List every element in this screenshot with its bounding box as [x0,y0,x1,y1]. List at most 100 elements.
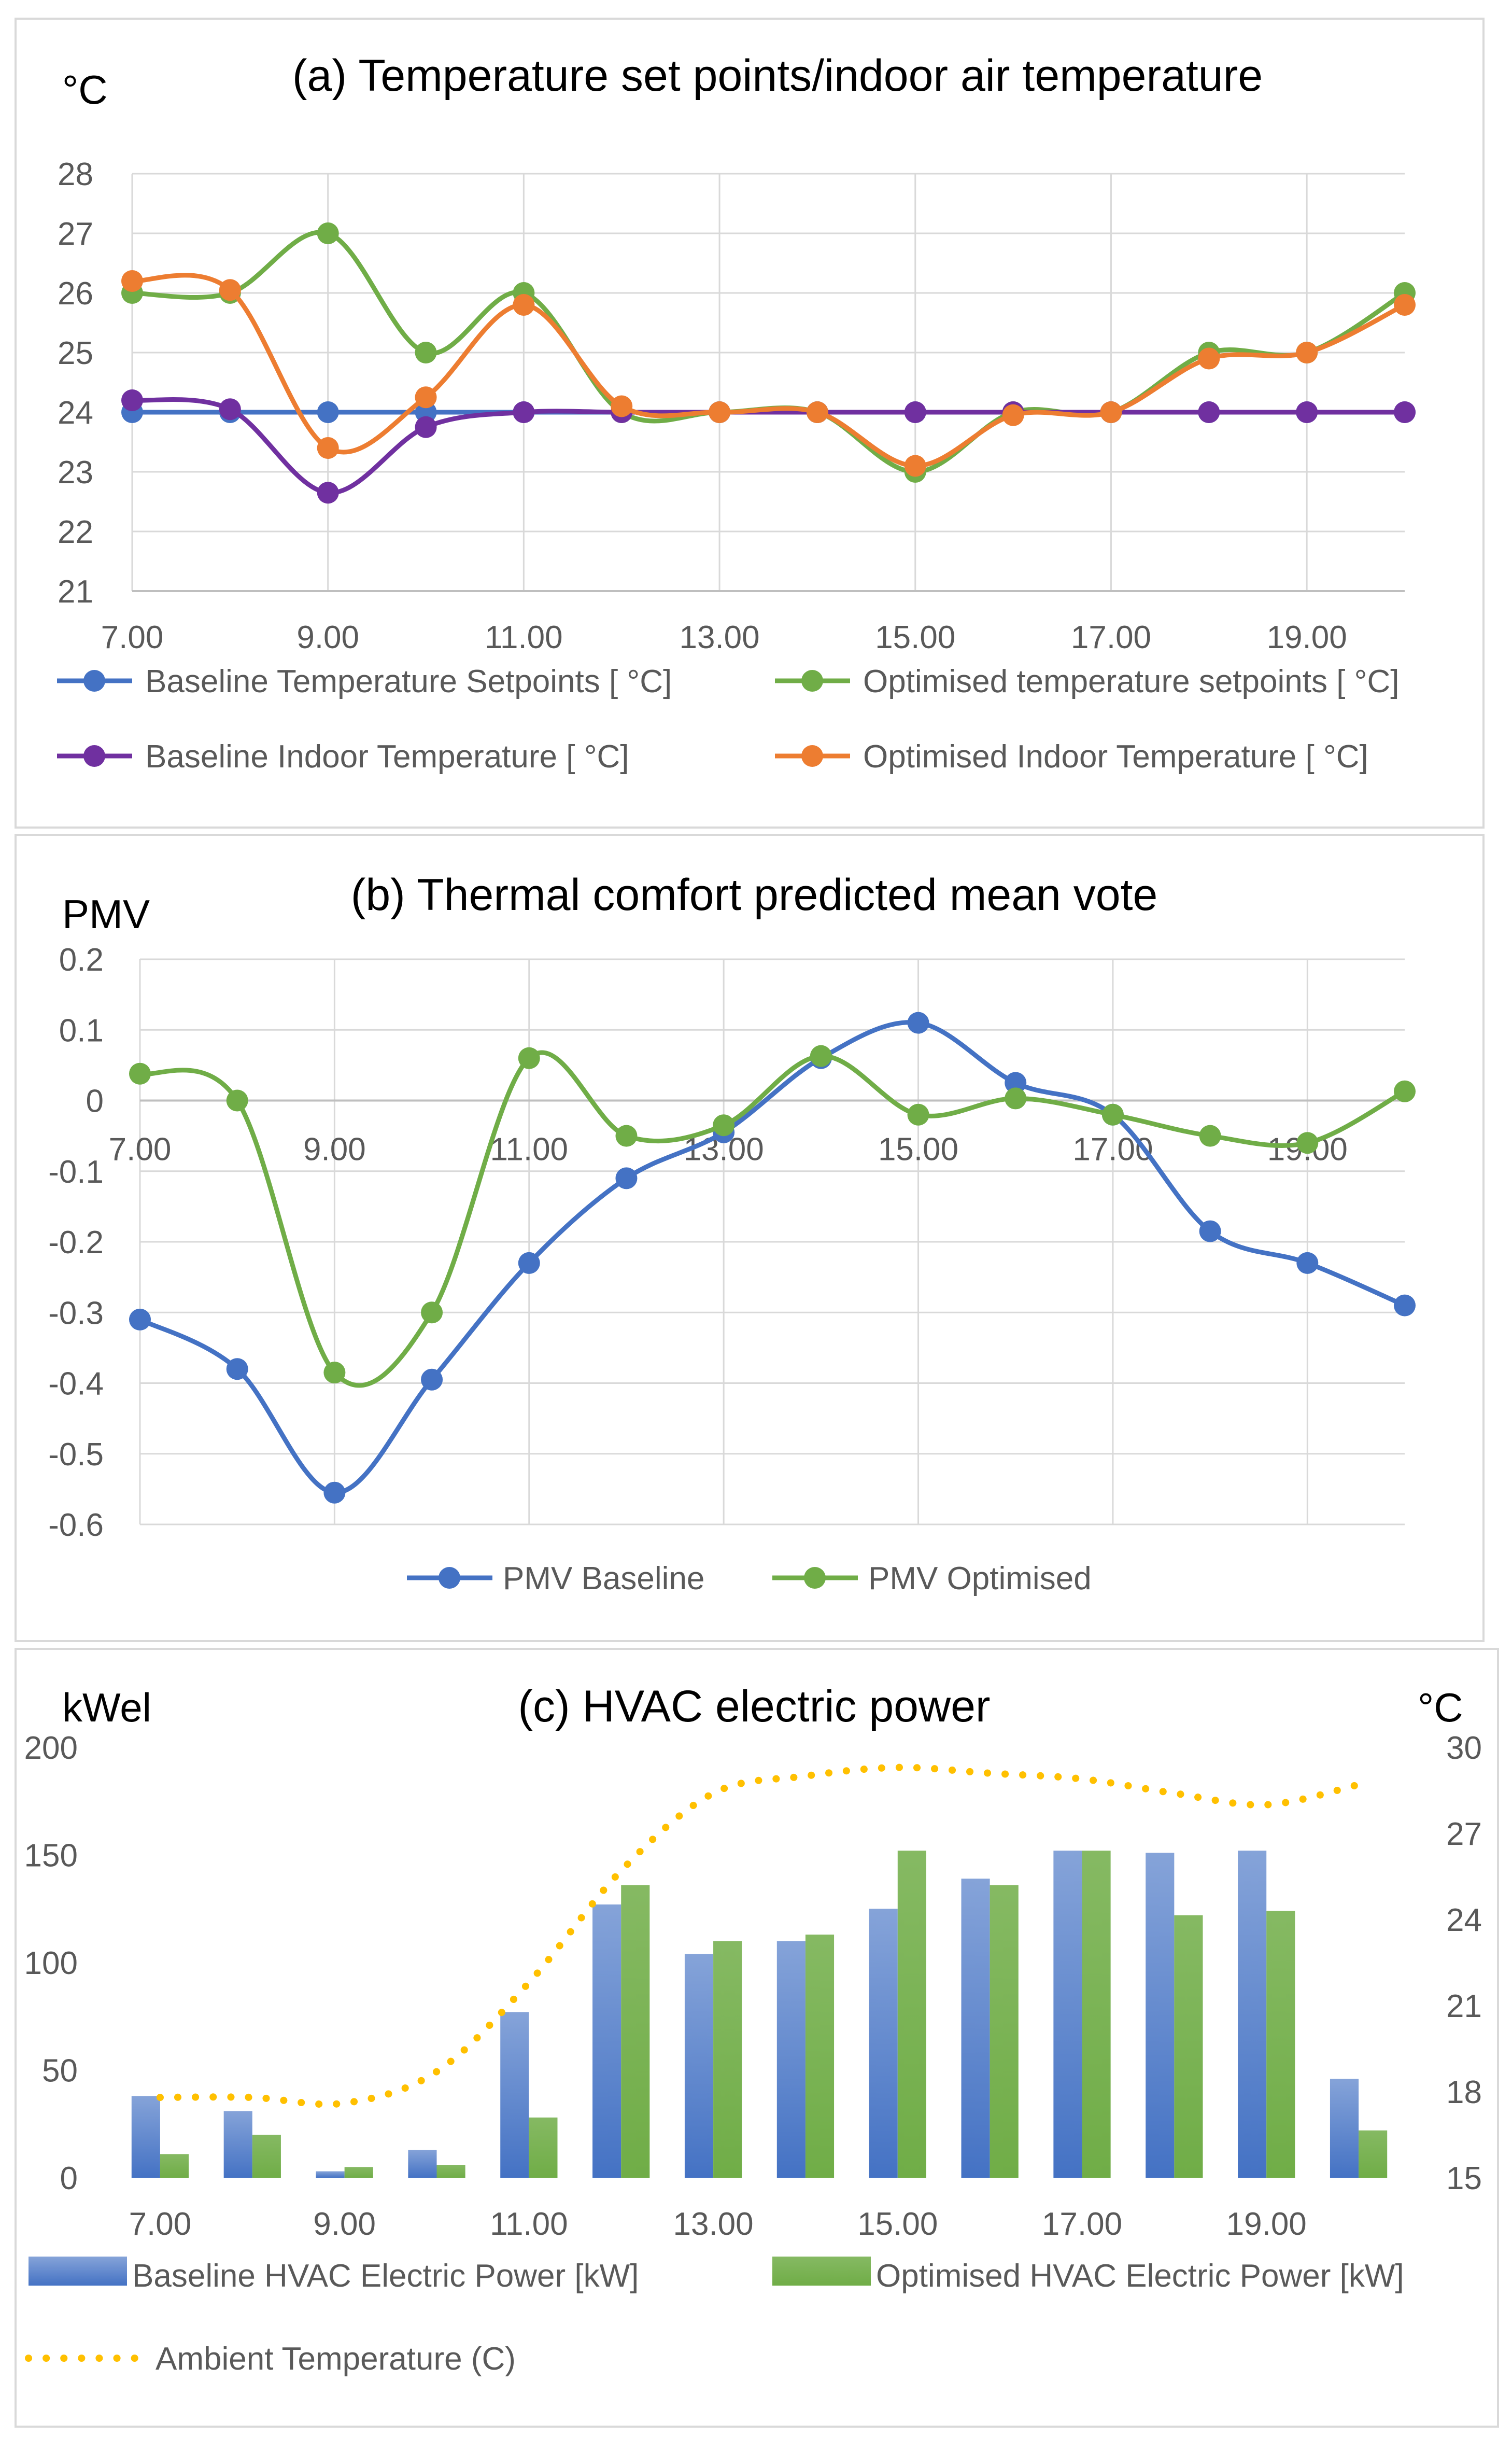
y-tick-label: -0.2 [48,1225,104,1260]
data-point [1198,401,1220,423]
chart-c-yticks: 0 50 100 150 200 [24,1730,78,2196]
y-tick-label: 26 [58,276,93,312]
chart-a-title: (a) Temperature set points/indoor air te… [292,51,1263,101]
data-point [806,401,828,423]
x-tick-label: 17.00 [1042,2206,1122,2242]
data-point [1394,1080,1416,1102]
bar [684,1954,714,2178]
data-point [421,1368,443,1391]
y2-tick-label: 30 [1446,1730,1482,1766]
y2-tick-label: 18 [1446,2075,1482,2110]
data-point [317,482,339,504]
chart-a-series [121,222,1416,504]
data-point [1296,1252,1319,1274]
chart-b-ylabel: PMV [62,891,150,937]
data-point [415,342,437,363]
data-point [415,416,437,438]
chart-b-series [129,1012,1416,1504]
y-tick-label: 100 [24,1945,78,1981]
x-tick-label: 13.00 [673,2206,753,2242]
y-tick-label: 23 [58,455,93,491]
legend-label: Baseline Indoor Temperature [ °C] [145,739,629,775]
legend-swatch [772,2257,871,2286]
data-point [1198,347,1220,370]
data-point [611,395,633,417]
series-b-1 [129,1045,1416,1388]
data-point [121,270,143,292]
bar [961,1879,990,2178]
x-tick-label: 19.00 [1267,620,1347,655]
x-tick-label: 11.00 [490,1132,568,1168]
data-point [713,1114,735,1137]
bar [1174,1915,1203,2178]
data-point [317,437,339,459]
y-tick-label: 27 [58,216,93,252]
data-point [1394,294,1416,316]
data-point [1005,1072,1027,1094]
bar [621,1885,650,2178]
x-tick-label: 7.00 [109,1132,172,1168]
chart-a-xticks: 7.00 9.00 11.00 13.00 15.00 17.00 19.00 [101,620,1347,655]
bar [408,2150,437,2178]
chart-a-yticks: 21 22 23 24 25 26 27 28 [58,157,93,610]
bar-series-1 [160,1851,1388,2178]
data-point [219,279,241,301]
bar [713,1941,742,2178]
chart-b-yticks: -0.6 -0.5 -0.4 -0.3 -0.2 -0.1 0 0.1 0.2 [48,942,104,1543]
chart-a-ylabel: °C [62,67,108,113]
data-point [904,401,926,423]
chart-c-y2label: °C [1418,1685,1463,1730]
bar [805,1935,835,2178]
legend-marker [801,745,823,767]
data-point [219,398,241,421]
chart-c: (c) HVAC electric power kWel °C 0 50 100 15… [24,1682,1482,2377]
bar [1266,1911,1295,2178]
data-point [615,1125,638,1147]
chart-a: (a) Temperature set points/indoor air te… [57,51,1416,775]
data-point [323,1362,346,1384]
x-tick-label: 11.00 [485,620,563,655]
bar [990,1885,1019,2178]
y2-tick-label: 24 [1446,1902,1482,1938]
data-point [1199,1220,1221,1242]
y2-tick-label: 15 [1446,2161,1482,2196]
data-point [1394,1294,1416,1316]
legend-marker [83,670,105,692]
data-point [317,222,339,244]
x-tick-label: 13.00 [679,620,759,655]
legend-label: Baseline HVAC Electric Power [kW] [132,2258,639,2294]
data-point [513,294,535,316]
legend-label: Optimised temperature setpoints [ °C] [863,664,1399,699]
x-tick-label: 9.00 [303,1132,366,1168]
y-tick-label: 0.2 [59,942,104,978]
x-tick-label: 17.00 [1072,1132,1153,1168]
panel-b-frame [15,834,1485,1642]
legend-marker [801,670,823,692]
x-tick-label: 7.00 [101,620,164,655]
bar [436,2165,465,2178]
x-tick-label: 17.00 [1071,620,1151,655]
bar [223,2111,252,2178]
data-point [1296,1132,1319,1154]
bar [316,2171,345,2178]
legend-label: Optimised HVAC Electric Power [kW] [876,2258,1404,2294]
data-point [226,1358,248,1380]
x-tick-label: 19.00 [1226,2206,1307,2242]
bar [252,2135,281,2178]
chart-b-legend: PMV Baseline PMV Optimised [407,1561,1092,1596]
legend-label: Ambient Temperature (C) [156,2341,516,2377]
bar [592,1904,621,2178]
bar [1330,2079,1359,2178]
bar [160,2154,189,2178]
data-point [323,1481,346,1504]
data-point [615,1167,638,1189]
x-tick-label: 7.00 [129,2206,192,2242]
data-point [317,401,339,423]
data-point [518,1252,540,1274]
chart-c-title: (c) HVAC electric power [518,1682,990,1731]
data-point [1296,401,1318,423]
y-tick-label: 24 [58,395,93,431]
data-point [907,1103,929,1126]
y-tick-label: 28 [58,157,93,192]
series-line [139,1050,1406,1388]
